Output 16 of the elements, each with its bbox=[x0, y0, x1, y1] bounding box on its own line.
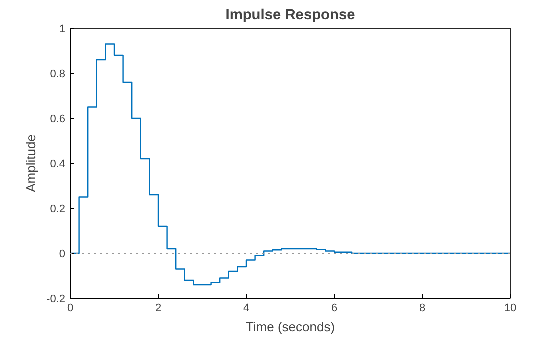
y-tick-label: 0.2 bbox=[50, 204, 66, 216]
x-tick-label: 4 bbox=[243, 302, 250, 314]
y-tick-label: 0.6 bbox=[50, 114, 66, 126]
x-tick-label: 2 bbox=[155, 302, 162, 314]
x-tick-label: 0 bbox=[67, 302, 74, 314]
x-tick-label: 6 bbox=[331, 302, 338, 314]
y-tick-label: 0 bbox=[59, 248, 66, 260]
y-tick-label: 1 bbox=[59, 24, 66, 36]
y-tick-label: -0.2 bbox=[46, 294, 66, 306]
x-tick-label: 10 bbox=[504, 302, 517, 314]
x-axis-title: Time (seconds) bbox=[246, 320, 336, 334]
x-tick-label: 8 bbox=[419, 302, 426, 314]
chart-title: Impulse Response bbox=[226, 8, 356, 24]
y-axis-title: Amplitude bbox=[24, 134, 39, 192]
y-tick-label: 0.4 bbox=[50, 158, 66, 170]
y-tick-label: 0.8 bbox=[50, 68, 66, 80]
